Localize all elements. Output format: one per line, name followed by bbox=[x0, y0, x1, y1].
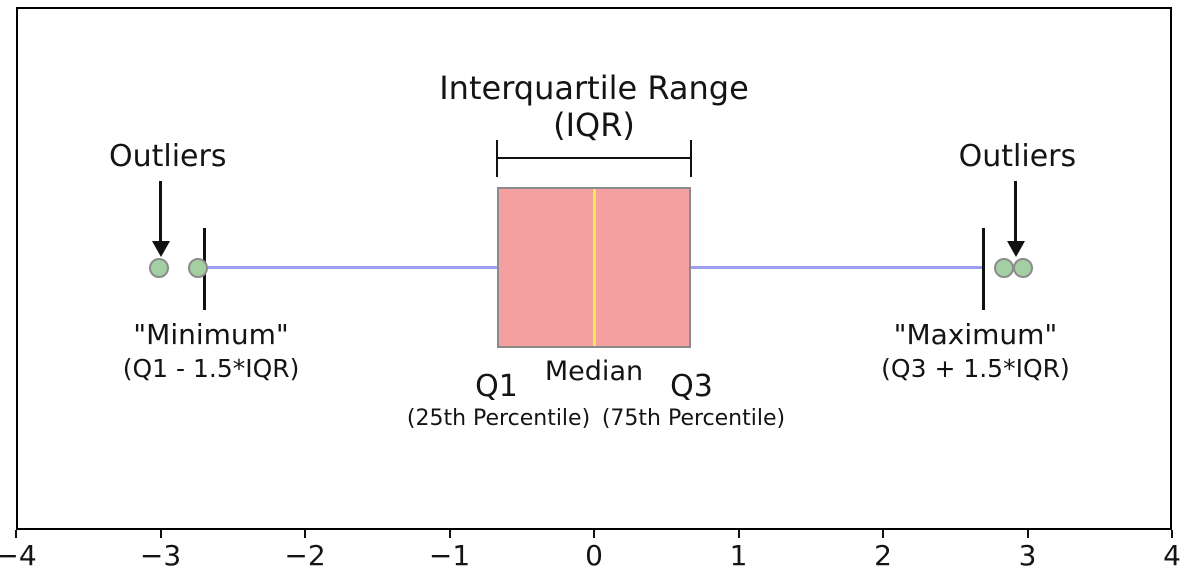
minimum-formula: (Q1 - 1.5*IQR) bbox=[122, 354, 300, 384]
iqr-bracket-left-tick bbox=[495, 140, 498, 177]
whisker-cap-right bbox=[982, 228, 986, 310]
minimum-label: "Minimum" bbox=[133, 318, 289, 351]
iqr-bracket-right-tick bbox=[690, 140, 693, 177]
iqr-bracket-line bbox=[496, 157, 692, 159]
outlier-arrow-left-shaft bbox=[159, 181, 162, 241]
q1-percentile-label: (25th Percentile) bbox=[406, 406, 591, 431]
x-tick-label: −3 bbox=[139, 539, 182, 567]
maximum-annotation: "Maximum" (Q3 + 1.5*IQR) bbox=[881, 318, 1070, 384]
outlier-dot bbox=[149, 257, 170, 278]
down-arrow-icon bbox=[151, 241, 170, 257]
q3-percentile-label: (75th Percentile) bbox=[601, 406, 786, 431]
x-tick-label: 0 bbox=[585, 539, 603, 567]
whisker-line-right bbox=[691, 266, 984, 269]
x-tick bbox=[737, 530, 740, 538]
x-tick-label: 4 bbox=[1163, 539, 1181, 567]
x-tick bbox=[448, 530, 451, 538]
outlier-dot bbox=[1013, 257, 1034, 278]
minimum-annotation: "Minimum" (Q1 - 1.5*IQR) bbox=[122, 318, 300, 384]
x-tick-label: 1 bbox=[729, 539, 748, 567]
chart-title-line2: (IQR) bbox=[553, 106, 635, 144]
x-tick bbox=[304, 530, 306, 538]
outliers-label-right: Outliers bbox=[958, 139, 1077, 174]
x-tick-label: 2 bbox=[874, 539, 892, 567]
x-tick bbox=[159, 530, 162, 538]
outlier-arrow-right-shaft bbox=[1014, 181, 1018, 241]
x-tick-label: −4 bbox=[0, 539, 37, 567]
chart-title-line1: Interquartile Range bbox=[439, 69, 749, 107]
x-tick bbox=[1026, 530, 1029, 538]
outlier-dot bbox=[188, 257, 209, 278]
whisker-line-left bbox=[204, 266, 497, 269]
x-tick-label: −1 bbox=[428, 539, 471, 567]
outliers-label-left: Outliers bbox=[108, 139, 227, 174]
down-arrow-icon bbox=[1006, 241, 1025, 257]
q3-label: Q3 bbox=[670, 369, 713, 404]
x-tick bbox=[882, 530, 884, 538]
maximum-formula: (Q3 + 1.5*IQR) bbox=[881, 354, 1070, 384]
median-line bbox=[592, 189, 596, 346]
x-tick bbox=[15, 530, 17, 538]
q1-label: Q1 bbox=[475, 369, 518, 404]
plot-frame bbox=[16, 7, 1172, 530]
maximum-label: "Maximum" bbox=[893, 318, 1058, 351]
outlier-dot bbox=[994, 257, 1015, 278]
x-tick-label: −2 bbox=[284, 539, 326, 567]
x-tick bbox=[1171, 530, 1173, 538]
chart-title: Interquartile Range (IQR) bbox=[439, 70, 749, 144]
x-tick bbox=[593, 530, 595, 538]
median-label: Median bbox=[544, 356, 644, 387]
x-tick-label: 3 bbox=[1018, 539, 1037, 567]
